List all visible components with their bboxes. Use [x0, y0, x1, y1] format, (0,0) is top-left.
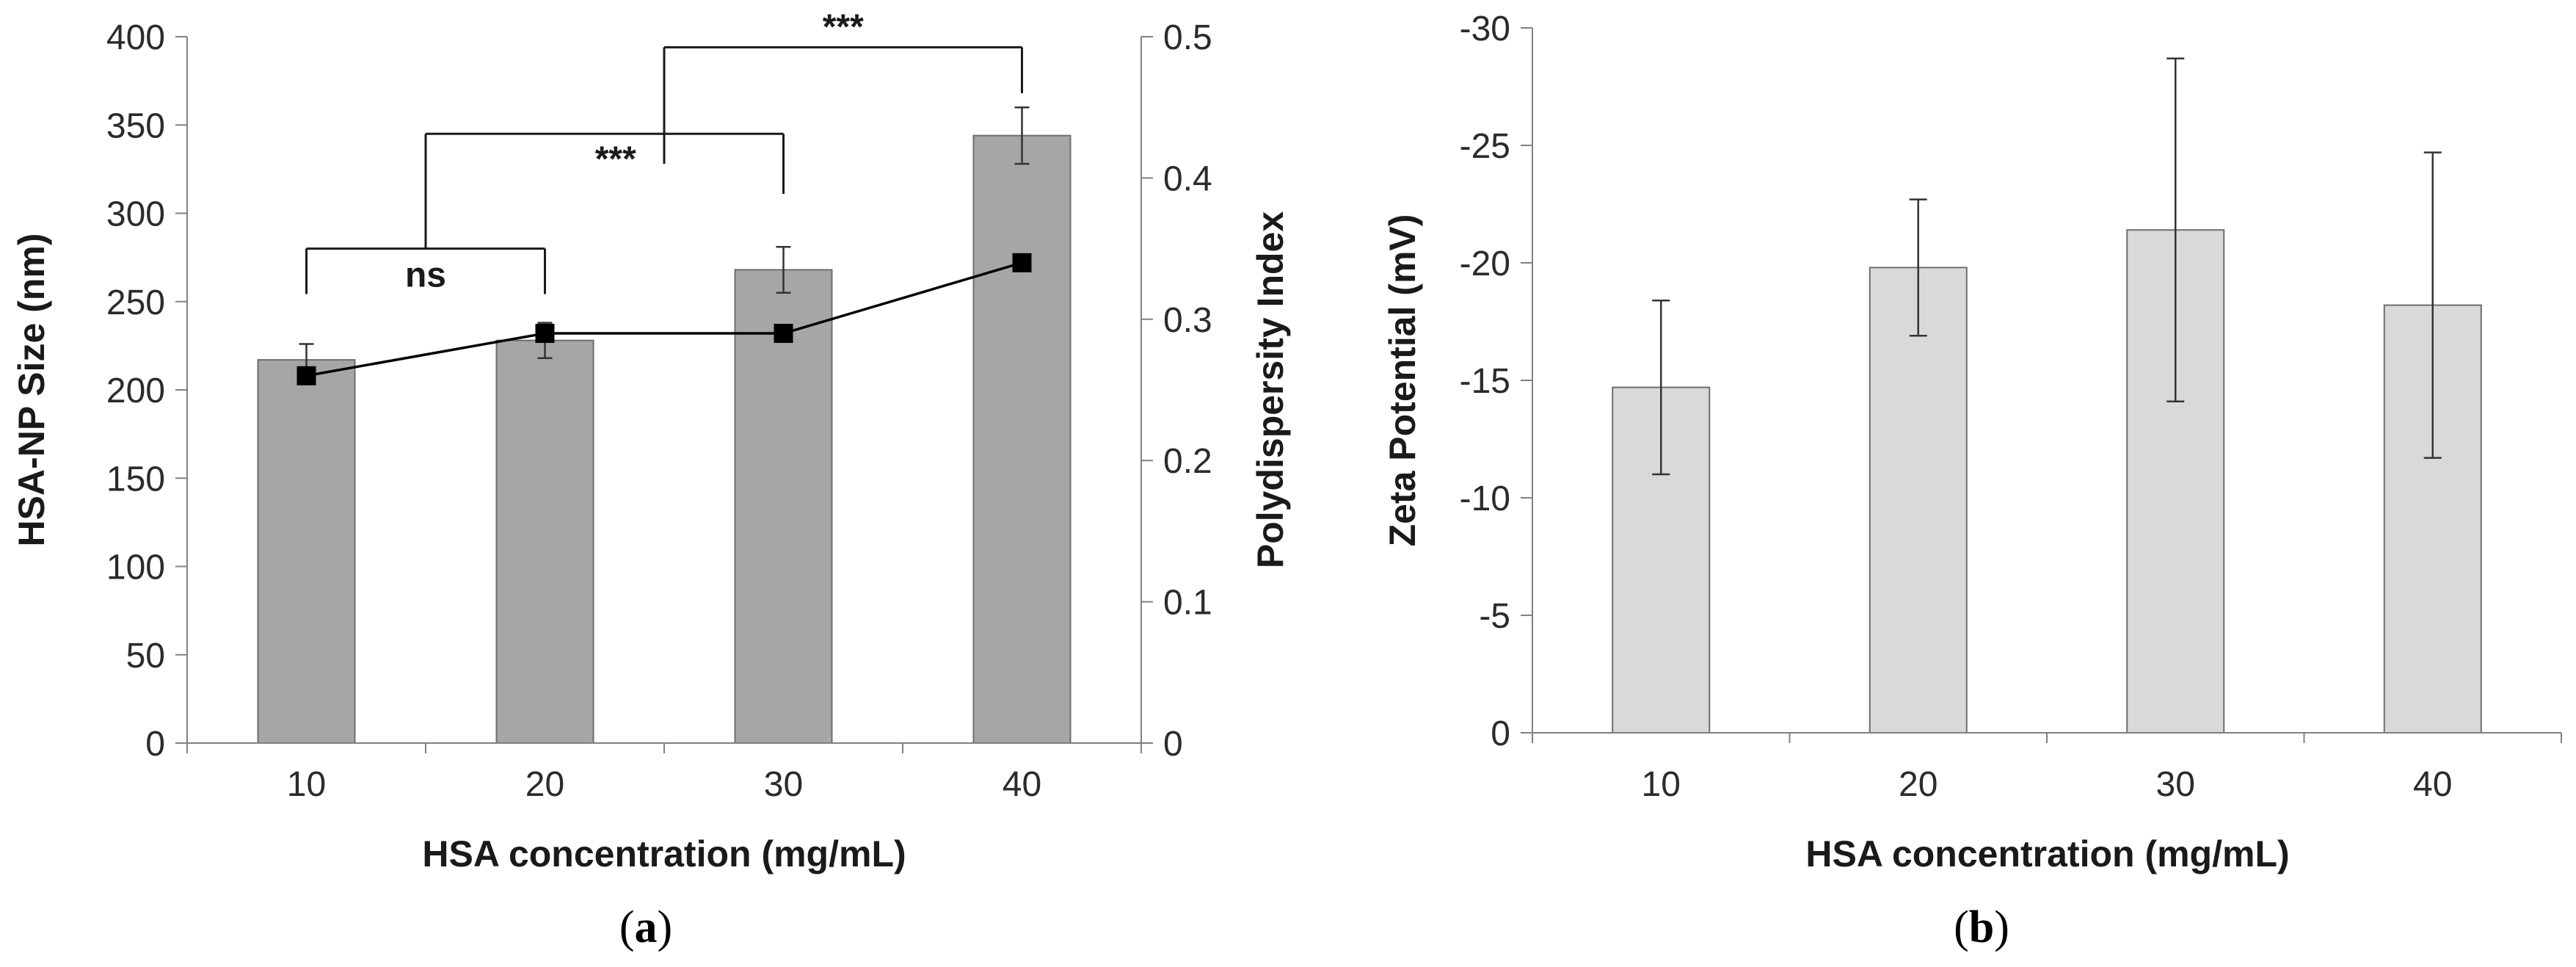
- pdi-point: [535, 324, 555, 344]
- y-tick-label: -30: [1460, 10, 1510, 48]
- x-tick-label: 30: [2156, 765, 2195, 804]
- y-axis-title: Zeta Potential (mV): [1382, 214, 1423, 547]
- y-tick-label: -5: [1479, 597, 1510, 636]
- y-tick-label: 150: [106, 460, 165, 499]
- size-bars: [257, 134, 1071, 745]
- x-tick-label: 10: [287, 765, 326, 804]
- right-y-ticks: 0 0.1 0.2 0.3 0.4 0.5: [1141, 18, 1212, 764]
- x-ticks: 10 20 30 40: [1532, 733, 2562, 804]
- chart-b: 0 -5 -10 -15 -20 -25 -30 10 20 30 40 Zeta Potenti…: [1382, 10, 2562, 952]
- x-tick-label: 30: [764, 765, 803, 804]
- pdi-line: [306, 261, 1022, 377]
- size-bar: [495, 339, 594, 745]
- x-tick-label: 20: [525, 765, 564, 804]
- y-tick-label: 0: [145, 725, 165, 764]
- significance-label: ***: [823, 7, 864, 46]
- x-tick-label: 40: [1003, 765, 1041, 804]
- pdi-point: [1012, 253, 1032, 272]
- y-axis-title: HSA-NP Size (nm): [11, 233, 52, 547]
- y2-tick-label: 0.2: [1163, 442, 1212, 481]
- x-tick-label: 20: [1899, 765, 1938, 804]
- x-axis-title: HSA concentration (mg/mL): [422, 833, 906, 874]
- significance-brackets: ns *** ***: [305, 7, 1023, 295]
- y-tick-label: 250: [106, 283, 165, 322]
- pdi-point: [296, 366, 316, 385]
- zeta-bar: [1869, 267, 1968, 734]
- significance-label: ***: [595, 140, 636, 178]
- zeta-error-bars: [1652, 57, 2442, 476]
- y-tick-label: -20: [1460, 245, 1510, 283]
- size-bar: [734, 269, 833, 744]
- x-tick-label: 40: [2413, 765, 2452, 804]
- y-tick-label: 0: [1491, 714, 1510, 753]
- y-tick-label: 300: [106, 195, 165, 234]
- y2-tick-label: 0.1: [1163, 584, 1212, 623]
- y-tick-label: -10: [1460, 479, 1510, 518]
- y-tick-label: 350: [106, 106, 165, 145]
- y-tick-label: 400: [106, 18, 165, 57]
- significance-label: ns: [405, 256, 446, 295]
- y-tick-label: 50: [126, 637, 165, 676]
- left-y-ticks: 0 50 100 150 200 250 300 350 400: [106, 18, 187, 764]
- y-tick-label: 100: [106, 548, 165, 587]
- y-tick-label: -15: [1460, 362, 1510, 401]
- chart-a: ns *** *** 0 50 100 150 200 250 300 350 400 0 0.1 0.…: [11, 7, 1291, 952]
- pdi-series: [296, 253, 1032, 385]
- zeta-bars: [1612, 229, 2482, 734]
- y2-tick-label: 0.5: [1163, 18, 1212, 57]
- x-ticks: 10 20 30 40: [186, 743, 1142, 804]
- size-bar: [257, 359, 356, 744]
- size-bar: [972, 134, 1071, 744]
- y2-tick-label: 0: [1163, 725, 1183, 764]
- x-axis-title: HSA concentration (mg/mL): [1805, 833, 2289, 874]
- pdi-point: [774, 324, 793, 344]
- panel-label-b: (b): [1954, 902, 2009, 952]
- y2-axis-title: Polydispersity Index: [1250, 211, 1291, 568]
- y2-tick-label: 0.4: [1163, 159, 1212, 198]
- x-tick-label: 10: [1642, 765, 1681, 804]
- y-tick-label: 200: [106, 372, 165, 410]
- panel-label-a: (a): [619, 902, 672, 952]
- y-ticks: 0 -5 -10 -15 -20 -25 -30: [1460, 10, 1532, 753]
- y2-tick-label: 0.3: [1163, 301, 1212, 340]
- y-tick-label: -25: [1460, 127, 1510, 166]
